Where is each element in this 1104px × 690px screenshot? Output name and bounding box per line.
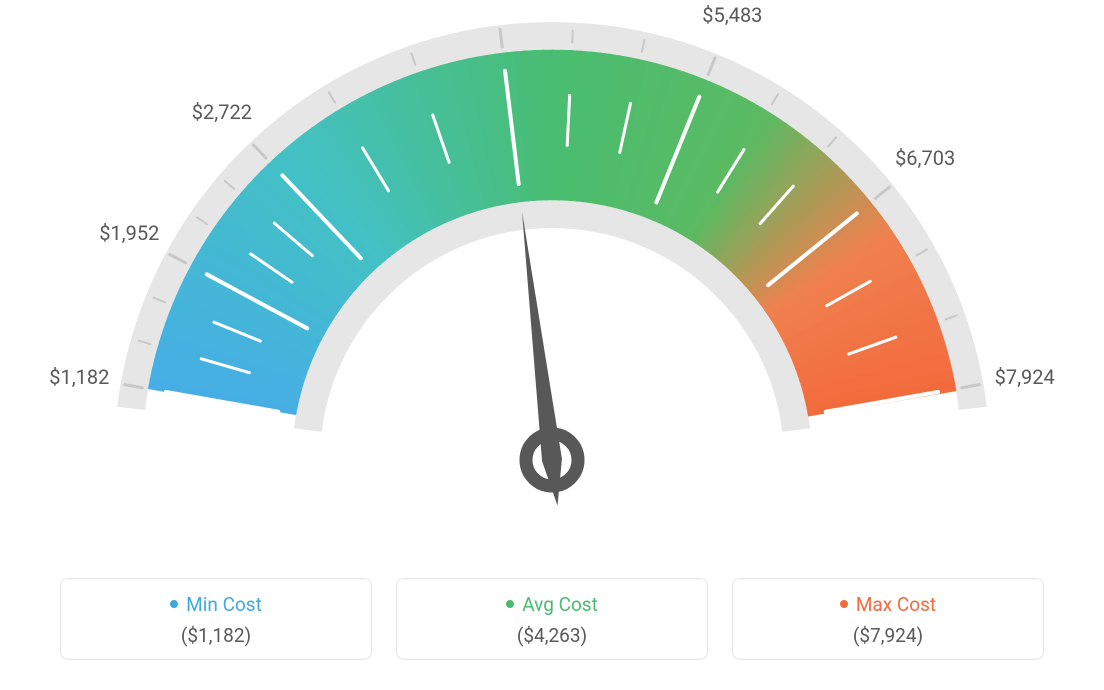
card-min-title: Min Cost <box>71 593 361 616</box>
scale-label: $2,722 <box>192 100 252 124</box>
bullet-avg <box>506 600 514 608</box>
summary-cards: Min Cost ($1,182) Avg Cost ($4,263) Max … <box>60 578 1044 660</box>
card-avg: Avg Cost ($4,263) <box>396 578 708 660</box>
card-max: Max Cost ($7,924) <box>732 578 1044 660</box>
gauge: $1,182$1,952$2,722$4,263$5,483$6,703$7,9… <box>0 0 1104 560</box>
card-max-value: ($7,924) <box>743 624 1033 647</box>
chart-container: $1,182$1,952$2,722$4,263$5,483$6,703$7,9… <box>0 0 1104 690</box>
card-avg-title: Avg Cost <box>407 593 697 616</box>
card-min-title-text: Min Cost <box>186 593 262 616</box>
scale-label: $1,952 <box>99 221 159 245</box>
card-max-title-text: Max Cost <box>856 593 936 616</box>
card-min-value: ($1,182) <box>71 624 361 647</box>
card-avg-value: ($4,263) <box>407 624 697 647</box>
scale-label: $5,483 <box>702 3 762 27</box>
gauge-svg <box>0 0 1104 560</box>
card-min: Min Cost ($1,182) <box>60 578 372 660</box>
scale-label: $7,924 <box>995 365 1055 389</box>
scale-label: $6,703 <box>895 146 955 170</box>
scale-label: $1,182 <box>49 365 109 389</box>
card-avg-title-text: Avg Cost <box>522 593 598 616</box>
bullet-max <box>840 600 848 608</box>
card-max-title: Max Cost <box>743 593 1033 616</box>
bullet-min <box>170 600 178 608</box>
